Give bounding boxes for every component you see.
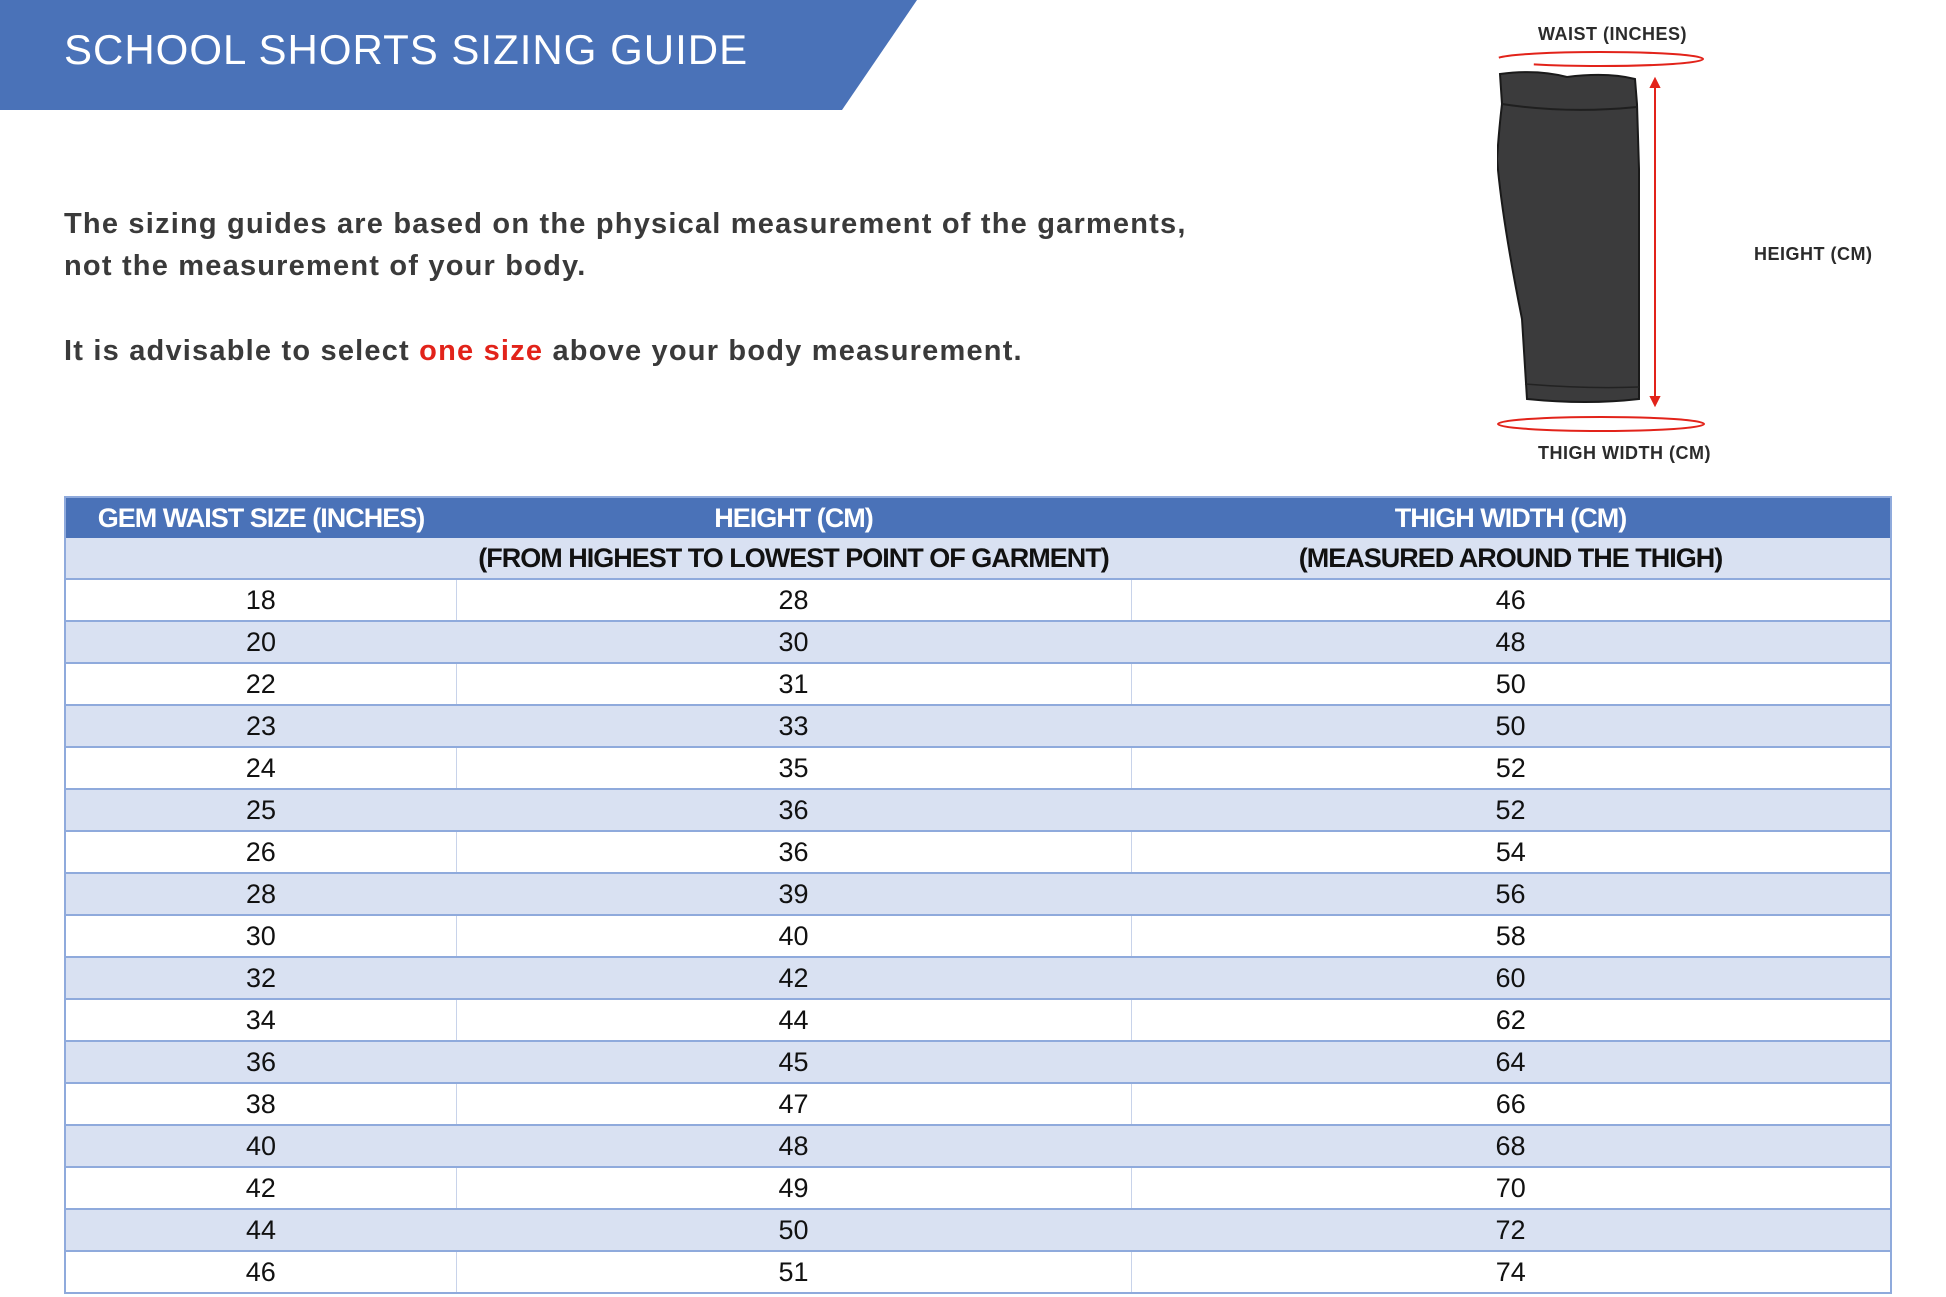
table-row: 30 40 58 <box>65 915 1891 958</box>
header-thigh: THIGH WIDTH (CM) <box>1131 497 1891 538</box>
cell-height: 30 <box>456 621 1131 664</box>
cell-waist: 24 <box>65 747 456 790</box>
waist-arrow-icon <box>1497 51 1704 67</box>
cell-thigh: 70 <box>1130 1167 1891 1210</box>
cell-height: 51 <box>455 1251 1131 1294</box>
cell-height: 50 <box>456 1209 1131 1252</box>
cell-thigh: 54 <box>1130 831 1891 874</box>
advice-highlight: one size <box>419 335 544 367</box>
title-banner: SCHOOL SHORTS SIZING GUIDE <box>0 0 917 110</box>
cell-waist: 32 <box>65 957 456 1000</box>
height-label: HEIGHT (CM) <box>1754 244 1873 264</box>
header-waist: GEM WAIST SIZE (INCHES) <box>65 497 456 538</box>
cell-waist: 42 <box>65 1167 456 1210</box>
advice-post: above your body measurement. <box>543 335 1023 367</box>
table-row: 44 50 72 <box>65 1209 1891 1252</box>
cell-thigh: 74 <box>1130 1251 1891 1294</box>
thigh-label: THIGH WIDTH (CM) <box>1538 443 1711 463</box>
cell-thigh: 52 <box>1130 747 1891 790</box>
cell-height: 36 <box>455 831 1131 874</box>
cell-height: 48 <box>456 1125 1131 1168</box>
cell-thigh: 46 <box>1130 579 1891 622</box>
cell-waist: 18 <box>65 579 456 622</box>
sizing-table: GEM WAIST SIZE (INCHES) HEIGHT (CM) THIG… <box>64 496 1892 1294</box>
header-height: HEIGHT (CM) <box>456 497 1131 538</box>
cell-waist: 23 <box>65 705 456 748</box>
cell-thigh: 60 <box>1131 957 1891 1000</box>
cell-thigh: 66 <box>1130 1083 1891 1126</box>
shorts-diagram: WAIST (INCHES) HEIGHT (CM) THIGH WIDTH (… <box>1497 19 1897 469</box>
cell-height: 49 <box>455 1167 1131 1210</box>
cell-waist: 40 <box>65 1125 456 1168</box>
cell-thigh: 48 <box>1131 621 1891 664</box>
cell-waist: 22 <box>65 663 456 706</box>
cell-waist: 20 <box>65 621 456 664</box>
cell-waist: 30 <box>65 915 456 958</box>
table-row: 22 31 50 <box>65 663 1891 706</box>
page-title: SCHOOL SHORTS SIZING GUIDE <box>64 26 749 73</box>
table-header-row: GEM WAIST SIZE (INCHES) HEIGHT (CM) THIG… <box>65 497 1891 538</box>
cell-waist: 34 <box>65 999 456 1042</box>
subheader-height: (FROM HIGHEST TO LOWEST POINT OF GARMENT… <box>456 538 1131 580</box>
cell-height: 39 <box>456 873 1131 916</box>
advice-text: It is advisable to select one size above… <box>64 335 1023 368</box>
table-row: 18 28 46 <box>65 579 1891 622</box>
cell-thigh: 62 <box>1130 999 1891 1042</box>
cell-height: 40 <box>455 915 1131 958</box>
advice-pre: It is advisable to select <box>64 335 420 367</box>
cell-height: 28 <box>455 579 1131 622</box>
cell-height: 45 <box>456 1041 1131 1084</box>
subheader-thigh: (MEASURED AROUND THE THIGH) <box>1131 538 1891 580</box>
intro-line-2: not the measurement of your body. <box>64 250 587 282</box>
table-row: 46 51 74 <box>65 1251 1891 1294</box>
cell-waist: 44 <box>65 1209 456 1252</box>
cell-height: 44 <box>455 999 1131 1042</box>
cell-waist: 28 <box>65 873 456 916</box>
cell-height: 42 <box>456 957 1131 1000</box>
waist-label: WAIST (INCHES) <box>1538 24 1687 44</box>
cell-thigh: 72 <box>1131 1209 1891 1252</box>
cell-height: 35 <box>455 747 1131 790</box>
cell-thigh: 58 <box>1130 915 1891 958</box>
cell-thigh: 56 <box>1131 873 1891 916</box>
cell-thigh: 64 <box>1131 1041 1891 1084</box>
cell-waist: 38 <box>65 1083 456 1126</box>
height-arrow-icon <box>1649 76 1661 408</box>
table-row: 23 33 50 <box>65 705 1891 748</box>
thigh-arrow-icon <box>1497 416 1705 432</box>
cell-waist: 25 <box>65 789 456 832</box>
table-row: 40 48 68 <box>65 1125 1891 1168</box>
table-row: 36 45 64 <box>65 1041 1891 1084</box>
table-subheader-row: (FROM HIGHEST TO LOWEST POINT OF GARMENT… <box>65 538 1891 580</box>
cell-waist: 46 <box>65 1251 456 1294</box>
table-row: 25 36 52 <box>65 789 1891 832</box>
cell-thigh: 50 <box>1131 705 1891 748</box>
cell-thigh: 50 <box>1130 663 1891 706</box>
table-row: 32 42 60 <box>65 957 1891 1000</box>
cell-height: 47 <box>455 1083 1131 1126</box>
shorts-illustration <box>1497 51 1705 432</box>
cell-thigh: 52 <box>1131 789 1891 832</box>
table-row: 28 39 56 <box>65 873 1891 916</box>
subheader-waist <box>65 538 456 580</box>
cell-height: 33 <box>456 705 1131 748</box>
cell-waist: 36 <box>65 1041 456 1084</box>
shorts-shape <box>1497 71 1640 403</box>
intro-line-1: The sizing guides are based on the physi… <box>64 208 1187 240</box>
table-row: 26 36 54 <box>65 831 1891 874</box>
table-row: 24 35 52 <box>65 747 1891 790</box>
table-row: 20 30 48 <box>65 621 1891 664</box>
table-row: 38 47 66 <box>65 1083 1891 1126</box>
cell-height: 31 <box>455 663 1131 706</box>
cell-waist: 26 <box>65 831 456 874</box>
cell-thigh: 68 <box>1131 1125 1891 1168</box>
table-row: 34 44 62 <box>65 999 1891 1042</box>
table-row: 42 49 70 <box>65 1167 1891 1210</box>
cell-height: 36 <box>456 789 1131 832</box>
